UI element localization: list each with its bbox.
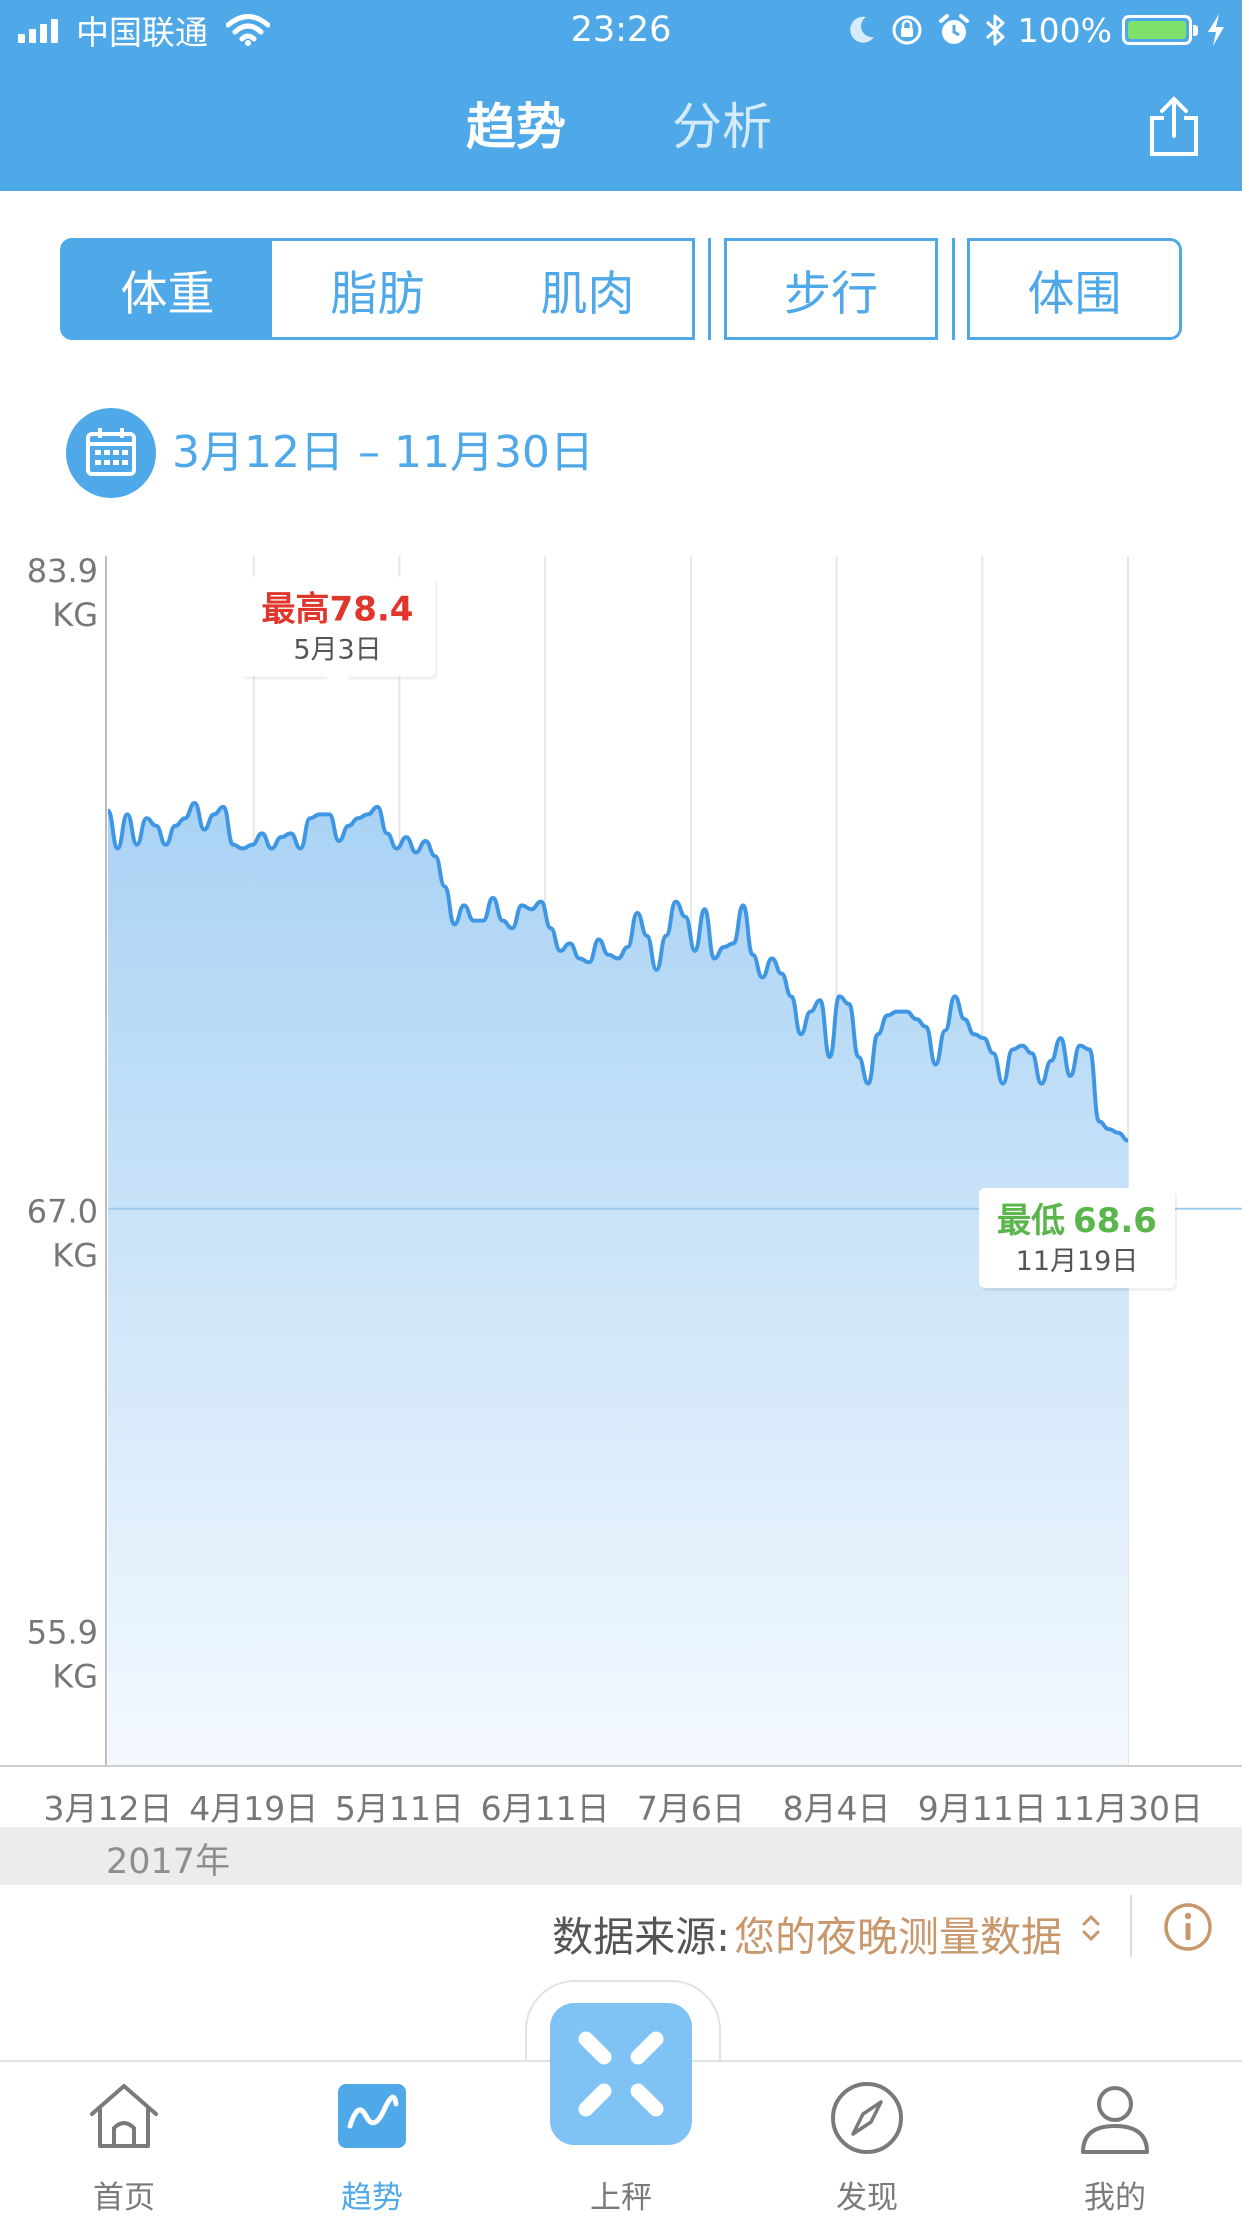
header: 中国联通 23:26 bbox=[0, 0, 1242, 191]
tab-scale-label[interactable]: 上秤 bbox=[590, 2180, 652, 2216]
tab-home-label: 首页 bbox=[93, 2180, 155, 2216]
moon-icon bbox=[849, 16, 874, 43]
clock: 23:26 bbox=[570, 10, 672, 50]
y-tick-label: 55.9 bbox=[27, 1614, 98, 1652]
weight-line bbox=[106, 801, 1129, 1143]
segment-steps[interactable]: 步行 bbox=[724, 238, 938, 340]
x-tick-label: 7月6日 bbox=[637, 1789, 745, 1828]
callout-value: 最低 68.6 bbox=[997, 1201, 1157, 1241]
callout-value: 最高78.4 bbox=[262, 590, 414, 630]
info-icon[interactable] bbox=[1162, 1901, 1214, 1953]
data-source-selector[interactable]: 您的夜晚测量数据 bbox=[734, 1913, 1062, 1961]
carrier-label: 中国联通 bbox=[76, 13, 208, 52]
segment-weight[interactable]: 体重 bbox=[60, 238, 275, 340]
callout-date: 11月19日 bbox=[1016, 1246, 1139, 1277]
segment-muscle[interactable]: 肌肉 bbox=[483, 238, 695, 340]
callout-box bbox=[239, 576, 436, 677]
battery-percent: 100% bbox=[1017, 10, 1112, 50]
x-tick-label: 4月19日 bbox=[189, 1789, 318, 1828]
data-source-label: 数据来源: bbox=[552, 1913, 730, 1961]
year-bar: 2017年 bbox=[0, 1827, 1242, 1885]
callout-date: 5月3日 bbox=[293, 635, 381, 666]
x-tick-label: 5月11日 bbox=[335, 1789, 464, 1828]
person-icon bbox=[1081, 2086, 1149, 2154]
charging-bolt-icon bbox=[1208, 14, 1224, 46]
callout-pointer bbox=[325, 676, 350, 689]
x-tick-label: 11月30日 bbox=[1053, 1789, 1203, 1828]
calendar-button[interactable] bbox=[66, 408, 156, 498]
x-tick-label: 3月12日 bbox=[44, 1789, 173, 1828]
tab-discover-label: 发现 bbox=[836, 2180, 898, 2216]
tab-trend-label: 趋势 bbox=[341, 2180, 403, 2216]
y-tick-label: 83.9 bbox=[27, 552, 98, 590]
max-callout: 最高78.4 5月3日 bbox=[239, 576, 438, 689]
min-callout: 最低 68.6 11月19日 bbox=[979, 1188, 1177, 1292]
tab-discover[interactable]: 发现 bbox=[777, 2060, 957, 2216]
y-tick-unit: KG bbox=[52, 596, 98, 634]
tab-trend-bottom[interactable]: 趋势 bbox=[282, 2060, 462, 2216]
tab-me-label: 我的 bbox=[1084, 2180, 1146, 2216]
segment-fat[interactable]: 脂肪 bbox=[272, 238, 486, 340]
sort-chevron-icon[interactable] bbox=[1080, 1911, 1102, 1945]
compass-icon bbox=[831, 2082, 903, 2154]
top-tabs: 趋势 分析 bbox=[0, 92, 1242, 162]
calendar-icon bbox=[86, 428, 136, 476]
source-divider bbox=[1130, 1895, 1132, 1957]
status-bar: 中国联通 23:26 bbox=[0, 0, 1242, 62]
date-range-label[interactable]: 3月12日 – 11月30日 bbox=[172, 427, 594, 478]
weight-trend-chart: 83.9 KG 67.0 KG 55.9 KG 3月12日 4月19日 5月11日 6月11日 7… bbox=[0, 552, 1242, 1828]
signal-icon bbox=[18, 17, 62, 43]
year-label: 2017年 bbox=[106, 1842, 231, 1882]
tab-me[interactable]: 我的 bbox=[1025, 2060, 1205, 2216]
rotation-lock-icon bbox=[892, 15, 922, 45]
data-source-row: 数据来源: 您的夜晚测量数据 bbox=[0, 1895, 1242, 1965]
callout-box bbox=[979, 1188, 1175, 1289]
alarm-icon bbox=[938, 14, 969, 44]
x-tick-label: 6月11日 bbox=[481, 1789, 610, 1828]
x-tick-label: 9月11日 bbox=[918, 1789, 1047, 1828]
x-tick-label: 8月4日 bbox=[783, 1789, 891, 1828]
wifi-icon bbox=[226, 14, 270, 46]
bluetooth-icon bbox=[985, 14, 1005, 46]
tab-analysis[interactable]: 分析 bbox=[672, 98, 772, 156]
trend-icon bbox=[338, 2084, 406, 2148]
y-tick-label: 67.0 bbox=[27, 1193, 98, 1231]
scale-icon bbox=[578, 2031, 664, 2117]
home-icon bbox=[90, 2084, 158, 2148]
tab-trend[interactable]: 趋势 bbox=[466, 98, 566, 156]
area-fill bbox=[108, 803, 1128, 1766]
y-tick-unit: KG bbox=[52, 1658, 98, 1696]
y-tick-unit: KG bbox=[52, 1237, 98, 1275]
segment-separator bbox=[952, 238, 955, 340]
battery-icon bbox=[1122, 15, 1198, 45]
share-icon[interactable] bbox=[1146, 96, 1202, 158]
segment-separator bbox=[708, 238, 711, 340]
scale-button[interactable] bbox=[550, 2003, 692, 2145]
segment-girth[interactable]: 体围 bbox=[967, 238, 1182, 340]
tab-home[interactable]: 首页 bbox=[34, 2060, 214, 2216]
